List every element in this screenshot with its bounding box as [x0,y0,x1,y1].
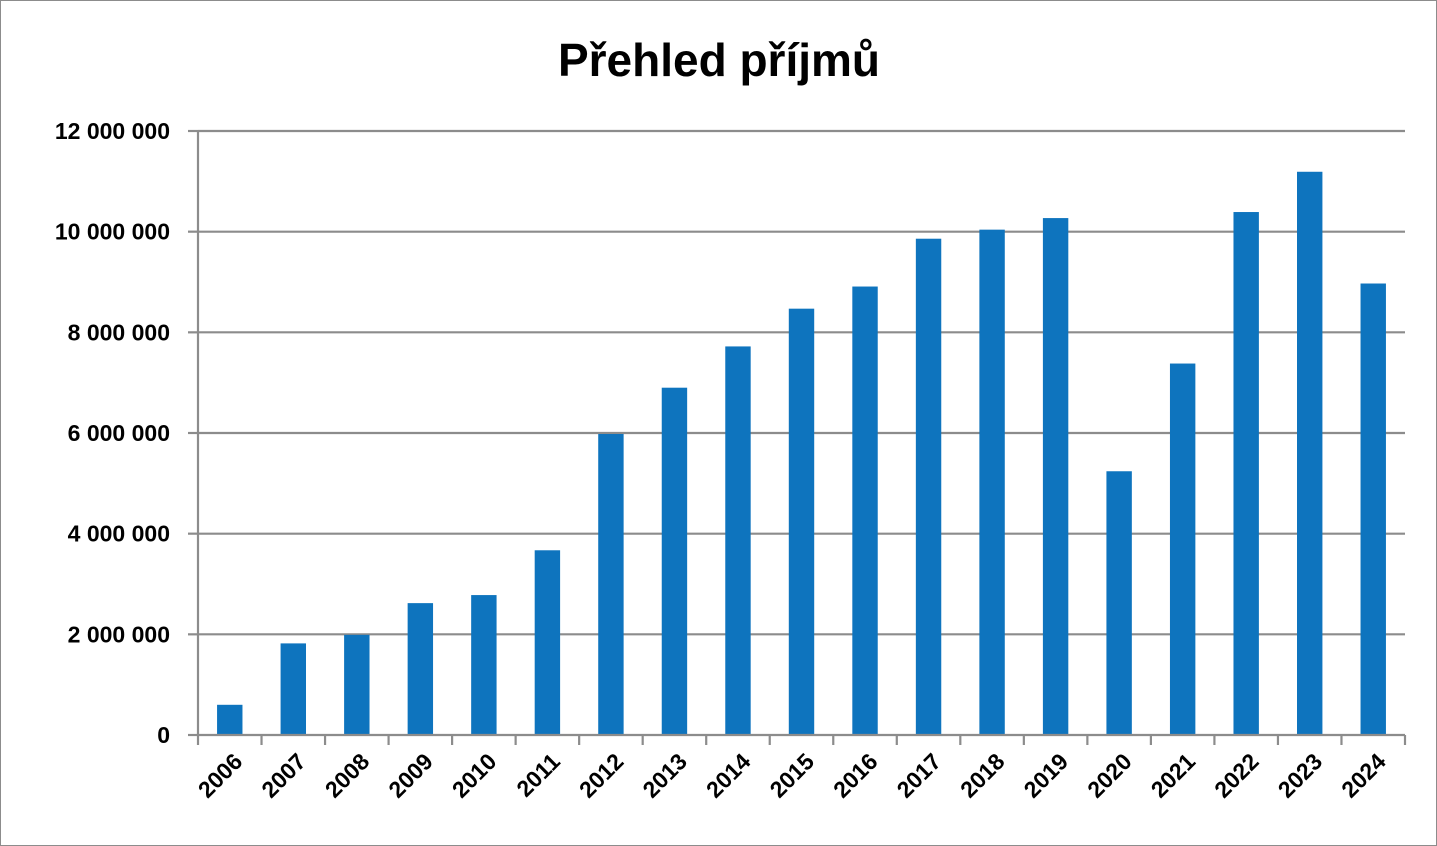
x-axis: 2006 2007 2008 2009 2010 2011 2012 2013 2014 2015… [193,733,1407,803]
bar-2009 [407,603,434,735]
x-tick-label: 2023 [1273,748,1328,803]
x-tick-label: 2017 [892,748,947,803]
x-tick-label: 2019 [1019,748,1074,803]
x-tick-label: 2021 [1146,748,1201,803]
x-tick-label: 2007 [256,748,311,803]
bar-2016 [852,286,878,735]
bar-2020 [1106,471,1132,735]
bar-2014 [725,346,751,735]
bar-2023 [1297,171,1323,735]
x-tick-label: 2015 [764,748,819,803]
bar-2006 [217,704,243,735]
y-tick-label: 12 000 000 [55,118,170,144]
bar-2015 [788,308,815,735]
x-tick-label: 2016 [828,748,883,803]
x-tick-label: 2006 [193,748,248,803]
bar-2010 [471,595,497,735]
bar-2012 [598,434,624,735]
bar-2019 [1042,218,1069,735]
x-tick-label: 2009 [383,748,438,803]
x-tick-label: 2013 [637,748,692,803]
x-tick-label: 2008 [320,748,375,803]
bar-2007 [280,643,306,735]
x-tick-label: 2011 [511,748,565,802]
bars [217,171,1386,736]
y-tick-label: 2 000 000 [68,621,170,647]
x-tick-label: 2022 [1209,748,1264,803]
bar-2018 [979,229,1005,736]
y-axis: 0 2 000 000 4 000 000 6 000 000 8 000 000 10 … [55,118,200,748]
y-tick-label: 4 000 000 [68,521,170,547]
bar-2024 [1360,283,1386,735]
bar-2017 [915,238,942,736]
y-tick-label: 8 000 000 [68,319,170,345]
y-tick-label: 0 [157,722,170,748]
chart-title: Přehled příjmů [558,34,880,86]
x-tick-label: 2014 [701,748,756,803]
x-tick-label: 2018 [955,748,1010,803]
y-tick-label: 10 000 000 [55,219,170,245]
bar-2011 [534,550,561,735]
bar-2022 [1233,212,1259,735]
x-tick-label: 2024 [1336,748,1391,803]
bar-2008 [344,634,370,735]
x-tick-label: 2010 [447,748,502,803]
bar-2021 [1169,363,1196,735]
x-tick-label: 2012 [574,748,629,803]
y-tick-label: 6 000 000 [68,420,170,446]
x-tick-label: 2020 [1082,748,1137,803]
bar-2013 [661,387,688,735]
